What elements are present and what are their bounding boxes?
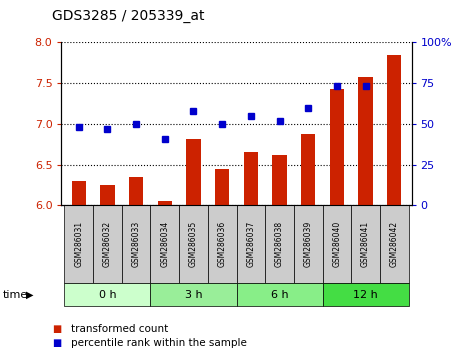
Text: GSM286035: GSM286035 bbox=[189, 221, 198, 267]
Text: GSM286034: GSM286034 bbox=[160, 221, 169, 267]
Bar bbox=[215, 169, 229, 205]
Text: 3 h: 3 h bbox=[184, 290, 202, 300]
Text: GSM286040: GSM286040 bbox=[333, 221, 342, 267]
Bar bbox=[265, 205, 294, 283]
Bar bbox=[64, 283, 150, 306]
Bar bbox=[323, 205, 351, 283]
Text: GSM286032: GSM286032 bbox=[103, 221, 112, 267]
Text: time: time bbox=[2, 290, 27, 300]
Text: GSM286037: GSM286037 bbox=[246, 221, 255, 267]
Bar bbox=[122, 205, 150, 283]
Bar bbox=[236, 283, 323, 306]
Text: ■: ■ bbox=[52, 324, 61, 333]
Text: GSM286038: GSM286038 bbox=[275, 221, 284, 267]
Bar bbox=[158, 201, 172, 205]
Text: percentile rank within the sample: percentile rank within the sample bbox=[71, 338, 247, 348]
Bar bbox=[71, 181, 86, 205]
Text: GDS3285 / 205339_at: GDS3285 / 205339_at bbox=[52, 9, 204, 23]
Bar bbox=[150, 283, 236, 306]
Bar bbox=[301, 134, 315, 205]
Text: GSM286042: GSM286042 bbox=[390, 221, 399, 267]
Bar bbox=[272, 155, 287, 205]
Bar bbox=[129, 177, 143, 205]
Bar bbox=[64, 205, 93, 283]
Bar bbox=[244, 152, 258, 205]
Bar bbox=[236, 205, 265, 283]
Text: GSM286033: GSM286033 bbox=[131, 221, 140, 267]
Bar bbox=[186, 138, 201, 205]
Text: GSM286039: GSM286039 bbox=[304, 221, 313, 267]
Bar bbox=[294, 205, 323, 283]
Text: GSM286031: GSM286031 bbox=[74, 221, 83, 267]
Text: ▶: ▶ bbox=[26, 290, 34, 300]
Bar bbox=[93, 205, 122, 283]
Bar bbox=[208, 205, 236, 283]
Text: GSM286036: GSM286036 bbox=[218, 221, 227, 267]
Bar bbox=[359, 77, 373, 205]
Bar bbox=[351, 205, 380, 283]
Bar bbox=[380, 205, 409, 283]
Bar bbox=[179, 205, 208, 283]
Text: GSM286041: GSM286041 bbox=[361, 221, 370, 267]
Text: transformed count: transformed count bbox=[71, 324, 168, 333]
Bar bbox=[323, 283, 409, 306]
Text: 0 h: 0 h bbox=[98, 290, 116, 300]
Bar bbox=[330, 89, 344, 205]
Bar bbox=[387, 55, 402, 205]
Text: ■: ■ bbox=[52, 338, 61, 348]
Bar bbox=[100, 185, 114, 205]
Bar bbox=[150, 205, 179, 283]
Text: 6 h: 6 h bbox=[271, 290, 289, 300]
Text: 12 h: 12 h bbox=[353, 290, 378, 300]
